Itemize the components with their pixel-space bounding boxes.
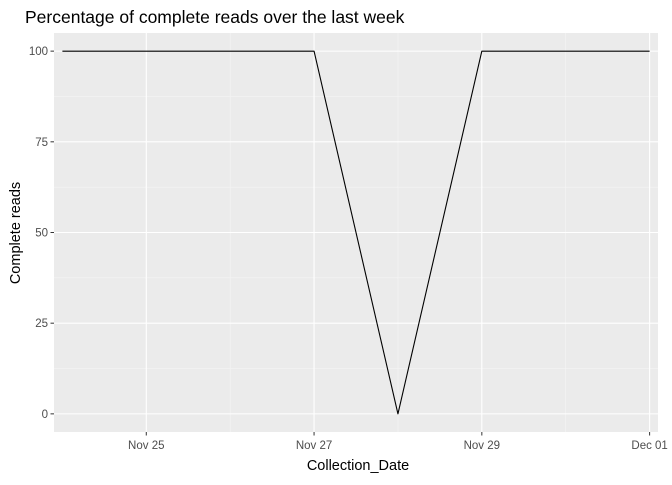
y-axis: 0 25 50 75 100	[29, 46, 54, 421]
y-axis-title: Complete reads	[8, 182, 24, 284]
x-axis: Nov 25 Nov 27 Nov 29 Dec 01	[128, 432, 668, 452]
y-tick-label: 75	[35, 137, 48, 149]
chart-title: Percentage of complete reads over the la…	[25, 7, 405, 27]
y-tick-label: 100	[29, 46, 48, 58]
x-tick-label: Nov 25	[128, 440, 164, 452]
y-tick-label: 0	[42, 409, 48, 421]
x-tick-label: Nov 27	[296, 440, 332, 452]
y-tick-label: 25	[35, 318, 48, 330]
x-tick-label: Dec 01	[631, 440, 667, 452]
x-axis-title: Collection_Date	[307, 458, 409, 474]
major-gridlines	[54, 33, 658, 432]
series-line	[62, 50, 650, 415]
y-tick-label: 50	[35, 228, 48, 240]
data-lines	[62, 50, 650, 415]
x-tick-label: Nov 29	[464, 440, 500, 452]
